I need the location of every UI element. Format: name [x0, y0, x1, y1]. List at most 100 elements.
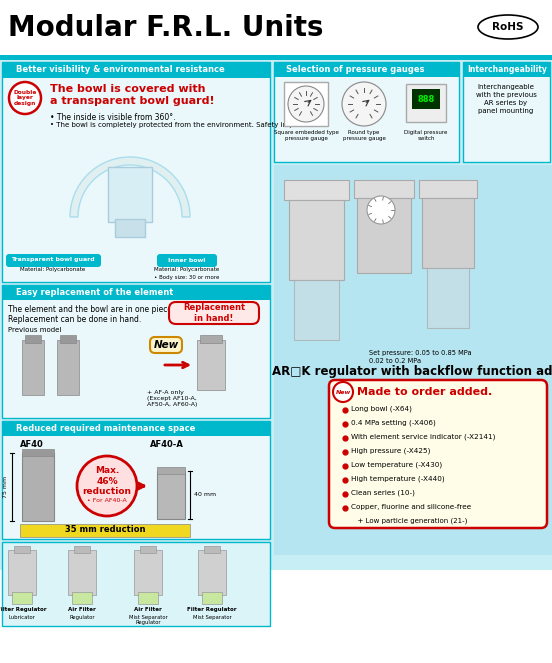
Text: • For AF40-A: • For AF40-A: [87, 499, 127, 503]
Ellipse shape: [478, 15, 538, 39]
Bar: [406, 84, 446, 122]
Bar: [274, 165, 552, 555]
Text: • The bowl is completely protected from the environment. Safety improved: • The bowl is completely protected from …: [50, 122, 314, 128]
Bar: [22, 340, 44, 395]
Bar: [274, 62, 459, 77]
Bar: [197, 340, 225, 390]
Polygon shape: [2, 62, 13, 78]
Bar: [14, 546, 30, 553]
Text: AF40-A: AF40-A: [150, 440, 184, 449]
Text: • Body size: 30 or more: • Body size: 30 or more: [155, 274, 220, 280]
Text: Made to order added.: Made to order added.: [357, 387, 492, 397]
Bar: [0, 0, 552, 55]
Text: Mist Separator
Regulator: Mist Separator Regulator: [129, 615, 167, 625]
FancyBboxPatch shape: [329, 380, 547, 528]
Bar: [60, 335, 76, 343]
Text: Filter Regulator: Filter Regulator: [187, 607, 237, 612]
Bar: [2, 542, 270, 626]
Bar: [198, 550, 226, 595]
Bar: [2, 285, 270, 418]
FancyBboxPatch shape: [169, 302, 259, 324]
Bar: [202, 592, 222, 604]
Bar: [294, 280, 339, 340]
Text: Digital pressure
switch: Digital pressure switch: [404, 130, 448, 141]
Text: Selection of pressure gauges: Selection of pressure gauges: [286, 65, 424, 74]
Text: Long bowl (-X64): Long bowl (-X64): [351, 406, 412, 412]
Bar: [157, 471, 185, 519]
Text: Round type
pressure gauge: Round type pressure gauge: [343, 130, 385, 141]
Circle shape: [342, 82, 386, 126]
Text: Replacement
in hand!: Replacement in hand!: [183, 304, 245, 322]
Text: + AF-A only
(Except AF10-A,
AF50-A, AF60-A): + AF-A only (Except AF10-A, AF50-A, AF60…: [147, 390, 198, 407]
Circle shape: [333, 382, 353, 402]
Text: The bowl is covered with: The bowl is covered with: [50, 84, 205, 94]
Text: Filter Regulator: Filter Regulator: [0, 607, 47, 612]
Bar: [412, 89, 440, 109]
Bar: [419, 180, 477, 198]
Text: Inner bowl: Inner bowl: [168, 257, 206, 263]
Bar: [0, 60, 552, 570]
Bar: [274, 62, 459, 162]
Text: The element and the bowl are in one piece.: The element and the bowl are in one piec…: [8, 305, 174, 314]
Bar: [134, 550, 162, 595]
Bar: [2, 62, 270, 282]
Bar: [20, 524, 190, 537]
Bar: [108, 167, 152, 222]
Text: High pressure (-X425): High pressure (-X425): [351, 448, 431, 455]
Text: Air Filter: Air Filter: [134, 607, 162, 612]
Text: 75 mm: 75 mm: [3, 476, 8, 498]
Text: Interchangeable
with the previous
AR series by
panel mounting: Interchangeable with the previous AR ser…: [476, 84, 537, 114]
Bar: [422, 198, 474, 268]
Text: New: New: [336, 389, 351, 394]
Bar: [157, 467, 185, 474]
Bar: [22, 449, 54, 456]
Bar: [284, 180, 349, 200]
Text: AF40: AF40: [20, 440, 44, 449]
Bar: [2, 421, 270, 539]
Text: Replacement can be done in hand.: Replacement can be done in hand.: [8, 315, 141, 324]
Text: Square embedded type
pressure gauge: Square embedded type pressure gauge: [274, 130, 338, 141]
Bar: [140, 546, 156, 553]
Text: a transparent bowl guard!: a transparent bowl guard!: [50, 96, 215, 106]
Text: 35 mm reduction: 35 mm reduction: [65, 526, 145, 534]
Bar: [463, 62, 550, 162]
Bar: [8, 550, 36, 595]
Circle shape: [9, 82, 41, 114]
Text: AR□K regulator with backflow function added.: AR□K regulator with backflow function ad…: [272, 365, 552, 378]
Bar: [2, 285, 270, 300]
Bar: [74, 546, 90, 553]
Text: Previous model: Previous model: [8, 327, 61, 333]
Bar: [357, 198, 411, 273]
Bar: [25, 335, 41, 343]
Text: Interchangeability: Interchangeability: [467, 65, 547, 74]
Text: Modular F.R.L. Units: Modular F.R.L. Units: [8, 14, 323, 42]
Text: High temperature (-X440): High temperature (-X440): [351, 476, 444, 483]
Text: Max.
46%
reduction: Max. 46% reduction: [82, 466, 131, 496]
Bar: [200, 335, 222, 343]
Circle shape: [367, 196, 395, 224]
Wedge shape: [70, 157, 190, 217]
Text: Material: Polycarbonate: Material: Polycarbonate: [155, 267, 220, 272]
Text: Regulator: Regulator: [69, 615, 95, 620]
FancyBboxPatch shape: [6, 254, 101, 267]
Polygon shape: [274, 62, 284, 77]
Polygon shape: [2, 285, 13, 300]
Text: With element service indicator (-X2141): With element service indicator (-X2141): [351, 434, 495, 440]
FancyBboxPatch shape: [150, 337, 182, 353]
Text: Transparent bowl guard: Transparent bowl guard: [11, 257, 95, 263]
Bar: [427, 268, 469, 328]
Bar: [289, 200, 344, 280]
Text: Clean series (10-): Clean series (10-): [351, 490, 415, 497]
Bar: [354, 180, 414, 198]
Text: Easy replacement of the element: Easy replacement of the element: [16, 288, 173, 297]
Text: Better visibility & environmental resistance: Better visibility & environmental resist…: [16, 66, 225, 74]
Text: Low temperature (-X430): Low temperature (-X430): [351, 462, 442, 469]
Text: Copper, fluorine and silicone-free: Copper, fluorine and silicone-free: [351, 504, 471, 510]
Text: Double
layer
design: Double layer design: [13, 90, 36, 106]
Polygon shape: [2, 421, 13, 436]
Bar: [12, 592, 32, 604]
Text: Mist Separator: Mist Separator: [193, 615, 231, 620]
Circle shape: [288, 86, 324, 122]
Text: Reduced required maintenance space: Reduced required maintenance space: [16, 424, 195, 433]
Bar: [68, 550, 96, 595]
